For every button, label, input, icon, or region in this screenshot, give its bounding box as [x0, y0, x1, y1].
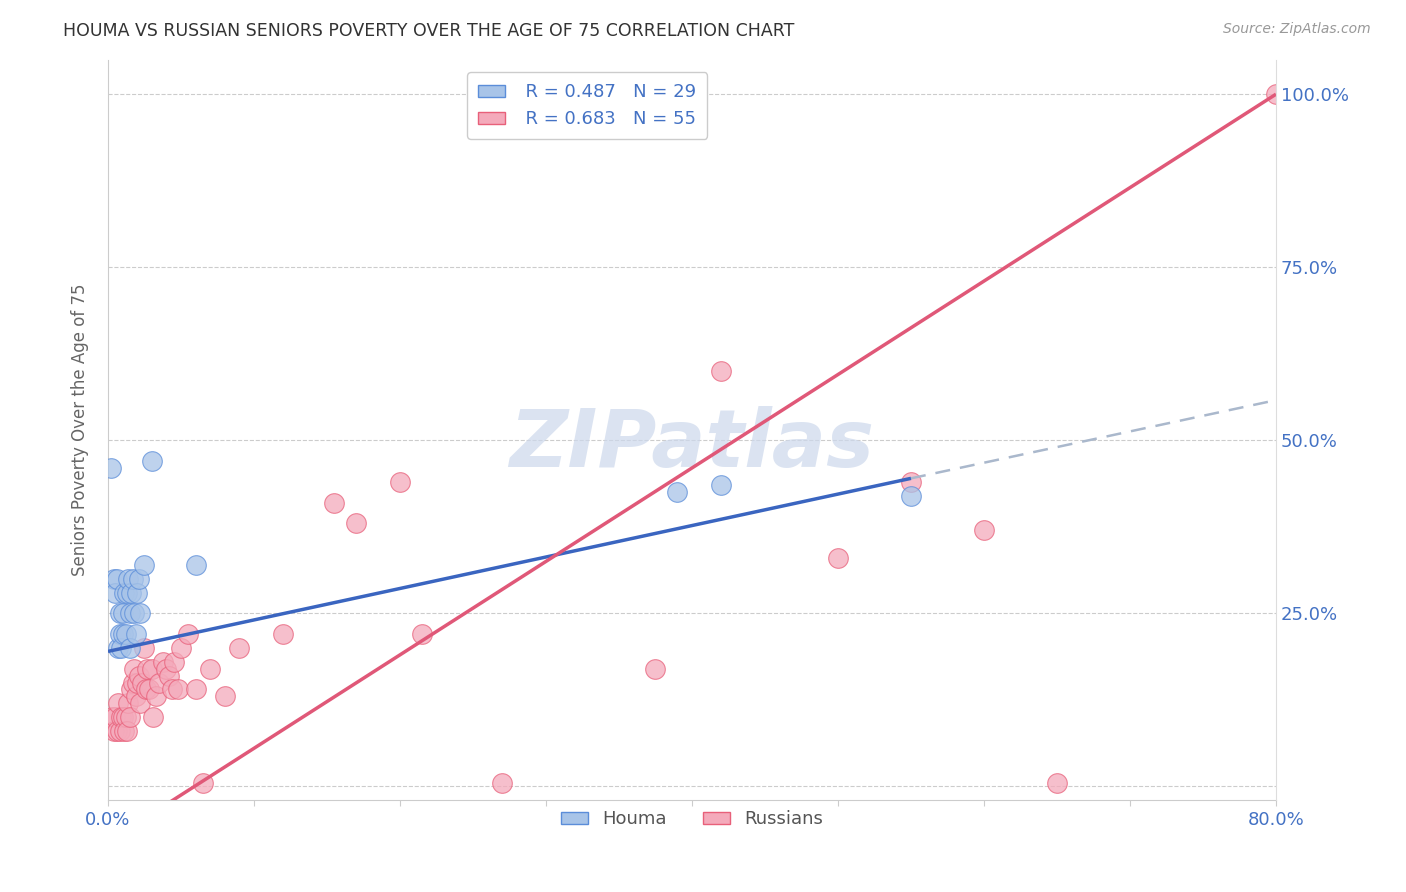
- Point: [167, 682, 190, 697]
- Point: [128, 668, 150, 682]
- Point: [120, 585, 142, 599]
- Point: [122, 607, 145, 621]
- Point: [129, 607, 152, 621]
- Point: [184, 682, 207, 697]
- Point: [117, 696, 139, 710]
- Point: [141, 454, 163, 468]
- Point: [122, 662, 145, 676]
- Point: [491, 776, 513, 790]
- Point: [228, 640, 250, 655]
- Point: [127, 585, 149, 599]
- Point: [184, 558, 207, 572]
- Point: [148, 675, 170, 690]
- Point: [973, 523, 995, 537]
- Point: [900, 489, 922, 503]
- Point: [710, 478, 733, 492]
- Point: [900, 475, 922, 489]
- Point: [163, 655, 186, 669]
- Point: [177, 627, 200, 641]
- Point: [112, 585, 135, 599]
- Point: [411, 627, 433, 641]
- Point: [129, 696, 152, 710]
- Point: [127, 675, 149, 690]
- Point: [103, 572, 125, 586]
- Point: [104, 585, 127, 599]
- Point: [105, 724, 128, 739]
- Point: [107, 640, 129, 655]
- Point: [111, 710, 134, 724]
- Point: [103, 724, 125, 739]
- Point: [1046, 776, 1069, 790]
- Point: [666, 485, 689, 500]
- Point: [198, 662, 221, 676]
- Y-axis label: Seniors Poverty Over the Age of 75: Seniors Poverty Over the Age of 75: [72, 284, 89, 576]
- Point: [710, 364, 733, 378]
- Point: [271, 627, 294, 641]
- Point: [160, 682, 183, 697]
- Point: [131, 675, 153, 690]
- Point: [110, 640, 132, 655]
- Point: [128, 572, 150, 586]
- Point: [170, 640, 193, 655]
- Point: [138, 682, 160, 697]
- Point: [107, 696, 129, 710]
- Legend: Houma, Russians: Houma, Russians: [554, 803, 831, 836]
- Point: [101, 710, 124, 724]
- Point: [115, 724, 138, 739]
- Point: [344, 516, 367, 531]
- Point: [1265, 87, 1288, 102]
- Point: [108, 607, 131, 621]
- Point: [152, 655, 174, 669]
- Point: [125, 627, 148, 641]
- Point: [135, 682, 157, 697]
- Point: [104, 710, 127, 724]
- Point: [644, 662, 666, 676]
- Point: [108, 627, 131, 641]
- Point: [125, 690, 148, 704]
- Point: [118, 607, 141, 621]
- Point: [134, 558, 156, 572]
- Point: [110, 710, 132, 724]
- Text: HOUMA VS RUSSIAN SENIORS POVERTY OVER THE AGE OF 75 CORRELATION CHART: HOUMA VS RUSSIAN SENIORS POVERTY OVER TH…: [63, 22, 794, 40]
- Point: [114, 627, 136, 641]
- Point: [100, 461, 122, 475]
- Point: [117, 572, 139, 586]
- Point: [155, 662, 177, 676]
- Point: [108, 724, 131, 739]
- Point: [111, 607, 134, 621]
- Point: [112, 724, 135, 739]
- Point: [114, 710, 136, 724]
- Point: [214, 690, 236, 704]
- Text: Source: ZipAtlas.com: Source: ZipAtlas.com: [1223, 22, 1371, 37]
- Point: [827, 551, 849, 566]
- Point: [121, 572, 143, 586]
- Point: [141, 662, 163, 676]
- Point: [388, 475, 411, 489]
- Point: [118, 640, 141, 655]
- Point: [142, 710, 165, 724]
- Point: [115, 585, 138, 599]
- Point: [191, 776, 214, 790]
- Point: [118, 710, 141, 724]
- Point: [120, 682, 142, 697]
- Point: [105, 572, 128, 586]
- Point: [323, 495, 346, 509]
- Point: [121, 675, 143, 690]
- Text: ZIPatlas: ZIPatlas: [509, 406, 875, 483]
- Point: [157, 668, 180, 682]
- Point: [111, 627, 134, 641]
- Point: [136, 662, 159, 676]
- Point: [145, 690, 167, 704]
- Point: [134, 640, 156, 655]
